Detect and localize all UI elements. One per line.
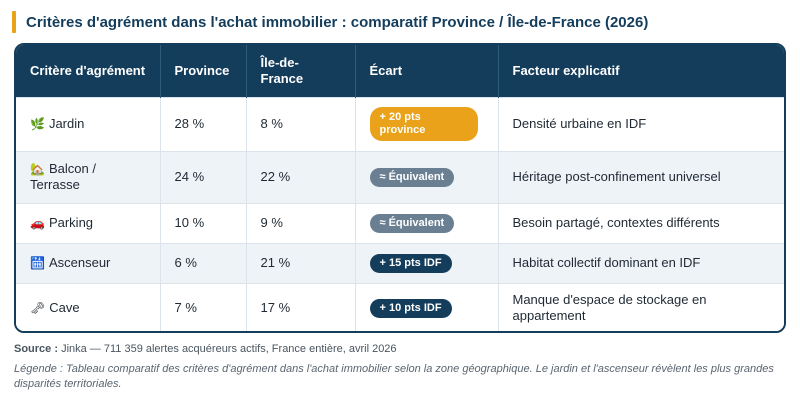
legend-note: Légende : Tableau comparatif des critère… bbox=[14, 363, 774, 390]
cell-province: 28 % bbox=[160, 96, 247, 151]
cell-idf: 8 % bbox=[246, 96, 356, 151]
house-garden-icon: 🏡 bbox=[30, 162, 45, 176]
car-icon: 🚗 bbox=[30, 216, 45, 230]
cell-idf: 21 % bbox=[246, 242, 356, 283]
page-title: Critères d'agrément dans l'achat immobil… bbox=[26, 13, 649, 31]
cell-factor: Densité urbaine en IDF bbox=[498, 96, 784, 151]
cell-factor: Besoin partagé, contextes différents bbox=[498, 202, 784, 243]
gap-badge: ≈ Équivalent bbox=[369, 213, 455, 233]
criterion-label: Cave bbox=[49, 300, 80, 316]
gap-badge: ≈ Équivalent bbox=[369, 167, 455, 187]
key-icon: 🗝 bbox=[30, 301, 46, 316]
gap-badge: + 15 pts IDF bbox=[369, 253, 452, 273]
table-row: 🚗 Parking 10 % 9 % ≈ Équivalent Besoin partag… bbox=[16, 202, 784, 243]
criterion-label: Jardin bbox=[48, 116, 85, 131]
cell-province: 24 % bbox=[160, 150, 247, 203]
criterion-label: Parking bbox=[48, 215, 94, 230]
gap-badge: + 10 pts IDF bbox=[369, 298, 452, 318]
cell-province: 6 % bbox=[160, 242, 247, 283]
cell-idf: 9 % bbox=[246, 202, 356, 243]
header-idf: Île-de-France bbox=[246, 45, 356, 97]
comparison-table: Critère d'agrément Province Île-de-Franc… bbox=[16, 45, 784, 331]
source-text: Jinka — 711 359 alertes acquéreurs actif… bbox=[58, 343, 397, 355]
cell-criterion: 🚗 Parking bbox=[16, 202, 161, 243]
title-accent-bar bbox=[12, 11, 16, 33]
criterion-label: Ascenseur bbox=[48, 255, 111, 270]
cell-criterion: 🏡 Balcon / Terrasse bbox=[16, 150, 161, 203]
cell-province: 10 % bbox=[160, 202, 247, 243]
herb-icon: 🌿 bbox=[30, 117, 45, 131]
header-province: Province bbox=[160, 45, 247, 97]
cell-idf: 22 % bbox=[246, 150, 356, 203]
cell-gap: ≈ Équivalent bbox=[355, 202, 499, 243]
cell-criterion: 🗝 Cave bbox=[16, 282, 161, 331]
header-criterion: Critère d'agrément bbox=[16, 45, 161, 97]
table-row: 🗝 Cave 7 % 17 % + 10 pts IDF Manque d'espace … bbox=[16, 282, 784, 331]
cell-province: 7 % bbox=[160, 282, 247, 331]
table-row: 🌿 Jardin 28 % 8 % + 20 pts province Densité u… bbox=[16, 96, 784, 151]
table-row: 🛗 Ascenseur 6 % 21 % + 15 pts IDF Habitat col… bbox=[16, 242, 784, 283]
header-gap: Écart bbox=[355, 45, 499, 97]
gap-badge: + 20 pts province bbox=[369, 107, 478, 141]
cell-gap: + 10 pts IDF bbox=[355, 282, 499, 331]
table-header-row: Critère d'agrément Province Île-de-Franc… bbox=[16, 45, 784, 97]
source-label: Source : bbox=[14, 343, 59, 355]
header-factor: Facteur explicatif bbox=[512, 62, 620, 78]
cell-gap: + 15 pts IDF bbox=[355, 242, 499, 283]
table-row: 🏡 Balcon / Terrasse 24 % 22 % ≈ Équivalent Hé… bbox=[16, 150, 784, 203]
criterion-label: Balcon / Terrasse bbox=[30, 161, 96, 192]
title-row: Critères d'agrément dans l'achat immobil… bbox=[12, 11, 648, 33]
cell-criterion: 🌿 Jardin bbox=[16, 96, 161, 151]
cell-idf: 17 % bbox=[246, 282, 356, 331]
cell-factor: Héritage post-confinement universel bbox=[498, 150, 784, 203]
cell-factor: Habitat collectif dominant en IDF bbox=[498, 242, 784, 283]
source-note: Source : Jinka — 711 359 alertes acquére… bbox=[14, 343, 397, 355]
comparison-table-container: Critère d'agrément Province Île-de-Franc… bbox=[14, 43, 786, 333]
cell-factor: Manque d'espace de stockage en apparteme… bbox=[498, 282, 784, 331]
cell-gap: ≈ Équivalent bbox=[355, 150, 499, 203]
cell-criterion: 🛗 Ascenseur bbox=[16, 242, 161, 283]
elevator-icon: 🛗 bbox=[30, 256, 45, 270]
cell-gap: + 20 pts province bbox=[355, 96, 499, 151]
